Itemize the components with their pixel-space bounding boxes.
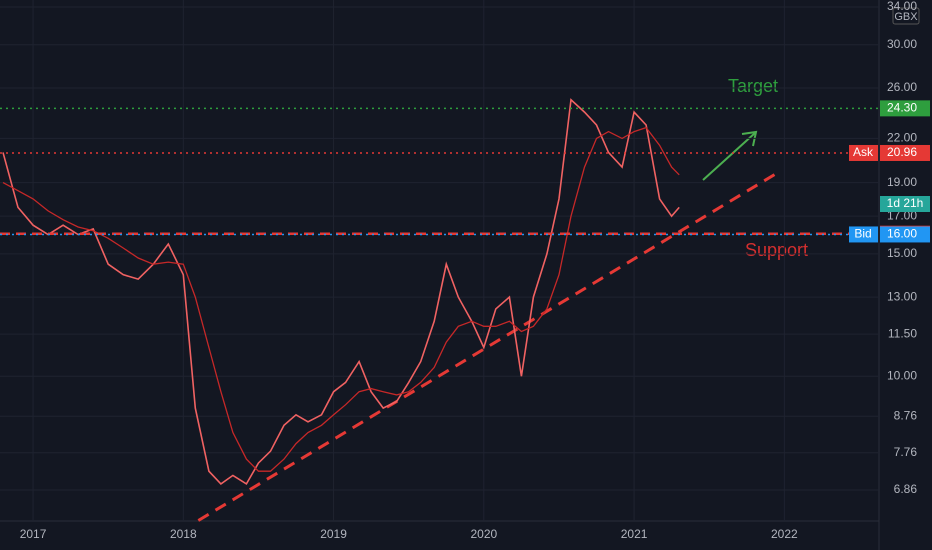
y-tick-label: 26.00: [887, 80, 917, 94]
price-line: [2, 126, 680, 472]
level-label: 20.96: [887, 145, 917, 159]
x-tick-label: 2017: [20, 527, 47, 541]
countdown: 1d 21h: [887, 196, 924, 210]
y-tick-label: 22.00: [887, 131, 917, 145]
level-name: Ask: [853, 145, 874, 159]
grid: [0, 0, 879, 521]
support-annotation: Support: [745, 240, 808, 260]
currency: GBX: [894, 11, 918, 23]
y-tick-label: 6.86: [894, 482, 918, 496]
y-tick-label: 15.00: [887, 246, 917, 260]
x-tick-label: 2021: [621, 527, 648, 541]
y-tick-label: 30.00: [887, 37, 917, 51]
y-tick-label: 8.76: [894, 408, 918, 422]
x-tick-label: 2020: [470, 527, 497, 541]
price-line: [2, 98, 680, 486]
target-annotation: Target: [728, 76, 778, 96]
level-badge: [880, 226, 930, 243]
level-name-badge: [849, 144, 878, 161]
level-badge: [880, 100, 930, 117]
y-tick-label: 7.76: [894, 445, 918, 459]
arrow: [702, 130, 758, 181]
y-tick-label: 19.00: [887, 175, 917, 189]
level-badge: [880, 144, 930, 161]
y-tick-label: 11.50: [888, 326, 917, 340]
currency-box: [892, 7, 920, 25]
y-tick-label: 10.00: [887, 368, 917, 382]
trendline: [197, 171, 778, 522]
x-tick-label: 2018: [170, 527, 197, 541]
countdown-badge: [880, 196, 930, 212]
level-name: Bid: [854, 227, 871, 241]
level-label: 24.30: [887, 101, 917, 115]
y-tick-label: 13.00: [887, 289, 917, 303]
x-tick-label: 2022: [771, 527, 798, 541]
y-tick-label: 34.00: [887, 0, 917, 13]
level-label: 16.00: [887, 227, 917, 241]
level-name-badge: [849, 226, 878, 243]
x-tick-label: 2019: [320, 527, 347, 541]
